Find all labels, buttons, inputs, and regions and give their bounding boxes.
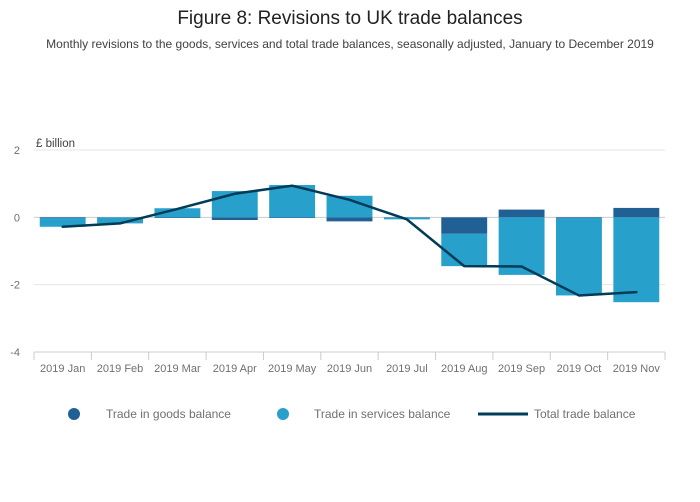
goods-bar-7 <box>383 217 430 218</box>
legend: Trade in goods balance Trade in services … <box>68 407 636 421</box>
total-trade-line <box>61 184 638 297</box>
goods-bar-10 <box>556 217 602 219</box>
goods-bar-2 <box>97 217 143 218</box>
legend-swatch-2 <box>277 408 289 420</box>
y-tick-label: -2 <box>10 280 20 292</box>
services-bar-4 <box>211 191 258 218</box>
x-tick-label: 2019 Feb <box>97 363 143 375</box>
axes: 2 0 -2 -4 2019 Jan 2019 Feb 2019 Mar 2019 Apr 20… <box>10 145 666 375</box>
services-bar-2 <box>97 217 143 224</box>
y-tick-label: 2 <box>14 145 20 157</box>
goods-bar-9 <box>498 209 545 218</box>
y-tick-label: 0 <box>14 212 20 224</box>
goods-bar-5 <box>269 217 316 219</box>
x-tick-label: 2019 Nov <box>613 363 661 375</box>
goods-bar-3 <box>154 217 201 219</box>
legend-label-2: Trade in services balance <box>314 407 451 421</box>
chart-title: Figure 8: Revisions to UK trade balances <box>177 8 522 29</box>
services-bar-10 <box>556 218 602 296</box>
legend-label-1: Trade in goods balance <box>106 407 231 421</box>
goods-bar-8 <box>441 217 488 234</box>
total-line-layer <box>61 184 638 297</box>
legend-label-3: Total trade balance <box>534 407 636 421</box>
chart-subtitle: Monthly revisions to the goods, services… <box>46 37 654 51</box>
goods-bar-4 <box>211 217 258 221</box>
x-tick-label: 2019 Oct <box>557 363 602 375</box>
x-tick-label: 2019 Apr <box>213 363 257 375</box>
x-tick-label: 2019 Jan <box>40 363 85 375</box>
y-tick-label: -4 <box>10 347 20 359</box>
services-bar-3 <box>154 208 201 218</box>
y-axis-unit-label: £ billion <box>36 138 75 150</box>
x-tick-label: 2019 Jun <box>327 363 372 375</box>
x-tick-label: 2019 Aug <box>441 363 488 375</box>
legend-swatch-1 <box>68 408 80 420</box>
goods-bar-1 <box>39 217 86 219</box>
goods-bar-6 <box>326 217 373 222</box>
goods-bar-11 <box>613 207 660 218</box>
x-tick-label: 2019 May <box>268 363 317 375</box>
services-bar-8 <box>441 233 488 267</box>
services-bar-1 <box>39 218 86 227</box>
x-tick-label: 2019 Sep <box>498 363 545 375</box>
services-bar-11 <box>613 217 660 303</box>
services-bar-6 <box>326 195 373 218</box>
bars <box>39 185 660 303</box>
x-tick-label: 2019 Mar <box>154 363 201 375</box>
x-tick-label: 2019 Jul <box>386 363 428 375</box>
